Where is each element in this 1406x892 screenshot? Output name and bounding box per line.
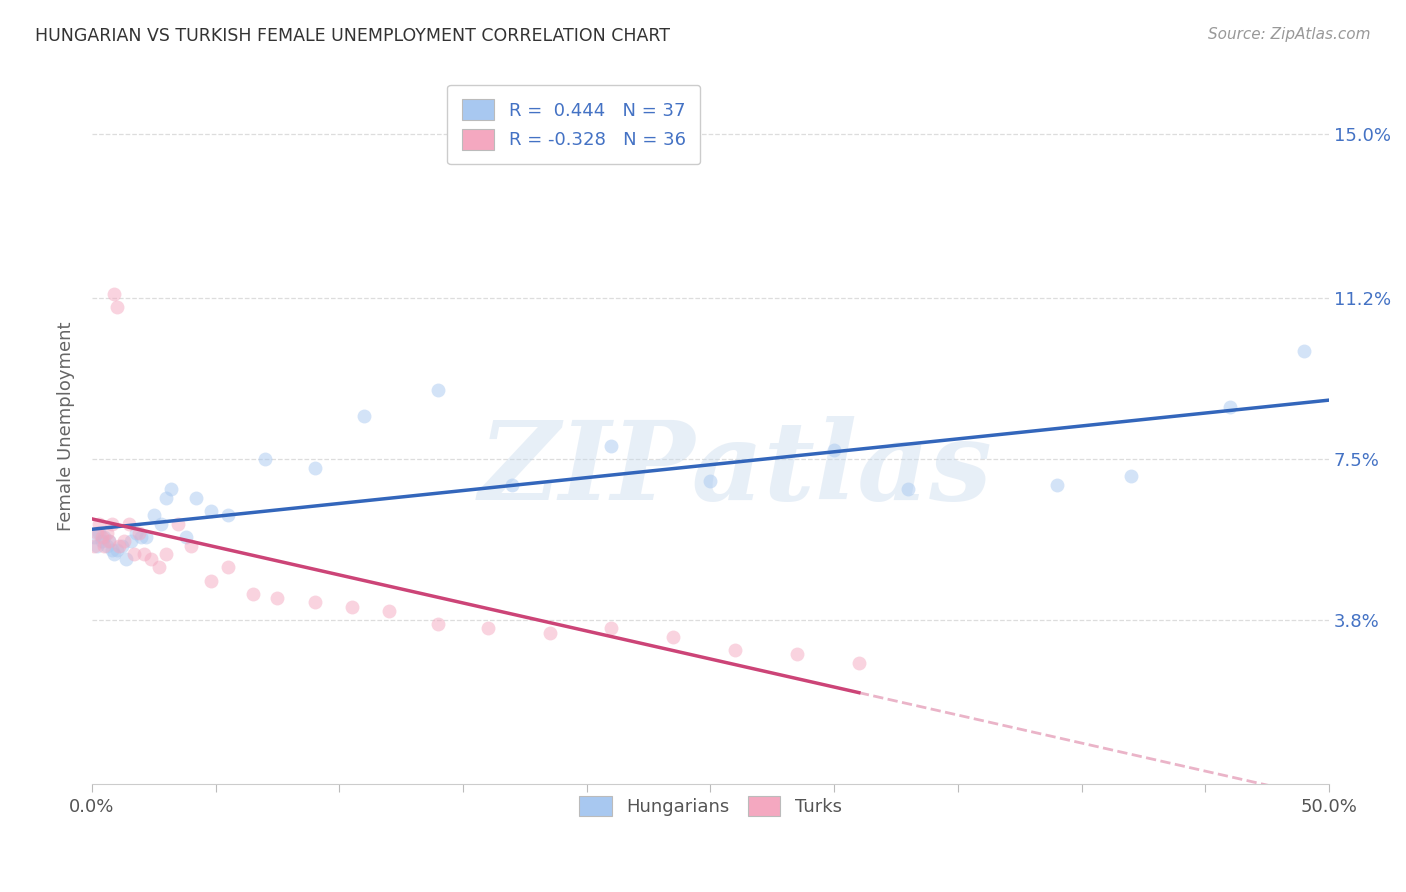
- Point: [184, 491, 207, 505]
- Point: [897, 483, 920, 497]
- Point: [108, 539, 131, 553]
- Point: [141, 551, 163, 566]
- Point: [120, 534, 142, 549]
- Point: [83, 539, 105, 553]
- Point: [96, 525, 118, 540]
- Point: [135, 530, 157, 544]
- Point: [90, 530, 112, 544]
- Point: [93, 530, 115, 544]
- Point: [353, 409, 375, 423]
- Point: [83, 530, 105, 544]
- Point: [98, 534, 121, 549]
- Point: [1219, 400, 1241, 414]
- Point: [823, 443, 845, 458]
- Point: [378, 604, 401, 618]
- Point: [128, 525, 150, 540]
- Point: [148, 560, 170, 574]
- Point: [1119, 469, 1142, 483]
- Point: [105, 543, 128, 558]
- Point: [724, 643, 747, 657]
- Point: [600, 621, 623, 635]
- Point: [86, 539, 108, 553]
- Point: [118, 517, 141, 532]
- Point: [501, 478, 523, 492]
- Point: [103, 287, 125, 301]
- Point: [242, 586, 264, 600]
- Point: [304, 595, 326, 609]
- Point: [340, 599, 363, 614]
- Point: [1046, 478, 1069, 492]
- Point: [160, 483, 183, 497]
- Point: [90, 534, 112, 549]
- Point: [150, 517, 173, 532]
- Point: [112, 534, 135, 549]
- Point: [786, 647, 808, 661]
- Point: [105, 300, 128, 314]
- Point: [96, 539, 118, 553]
- Point: [98, 534, 121, 549]
- Point: [155, 491, 177, 505]
- Point: [600, 439, 623, 453]
- Point: [174, 530, 197, 544]
- Point: [125, 525, 148, 540]
- Point: [699, 474, 721, 488]
- Point: [266, 591, 288, 605]
- Point: [93, 539, 115, 553]
- Point: [304, 460, 326, 475]
- Point: [89, 517, 111, 532]
- Point: [180, 539, 202, 553]
- Point: [167, 517, 190, 532]
- Point: [142, 508, 165, 523]
- Point: [89, 525, 111, 540]
- Point: [122, 548, 145, 562]
- Text: Source: ZipAtlas.com: Source: ZipAtlas.com: [1208, 27, 1371, 42]
- Point: [103, 548, 125, 562]
- Point: [477, 621, 499, 635]
- Point: [200, 504, 222, 518]
- Point: [427, 383, 450, 397]
- Text: ZIPatlas: ZIPatlas: [478, 416, 993, 524]
- Y-axis label: Female Unemployment: Female Unemployment: [58, 322, 75, 532]
- Point: [115, 551, 138, 566]
- Point: [848, 656, 870, 670]
- Point: [662, 630, 685, 644]
- Point: [100, 543, 122, 558]
- Point: [254, 452, 277, 467]
- Point: [1294, 343, 1316, 358]
- Point: [131, 530, 153, 544]
- Point: [100, 517, 122, 532]
- Point: [200, 574, 222, 588]
- Point: [86, 525, 108, 540]
- Legend: Hungarians, Turks: Hungarians, Turks: [571, 787, 851, 825]
- Point: [427, 616, 450, 631]
- Point: [217, 508, 239, 523]
- Point: [155, 548, 177, 562]
- Point: [538, 625, 561, 640]
- Point: [217, 560, 239, 574]
- Point: [132, 548, 155, 562]
- Point: [110, 539, 132, 553]
- Text: HUNGARIAN VS TURKISH FEMALE UNEMPLOYMENT CORRELATION CHART: HUNGARIAN VS TURKISH FEMALE UNEMPLOYMENT…: [35, 27, 671, 45]
